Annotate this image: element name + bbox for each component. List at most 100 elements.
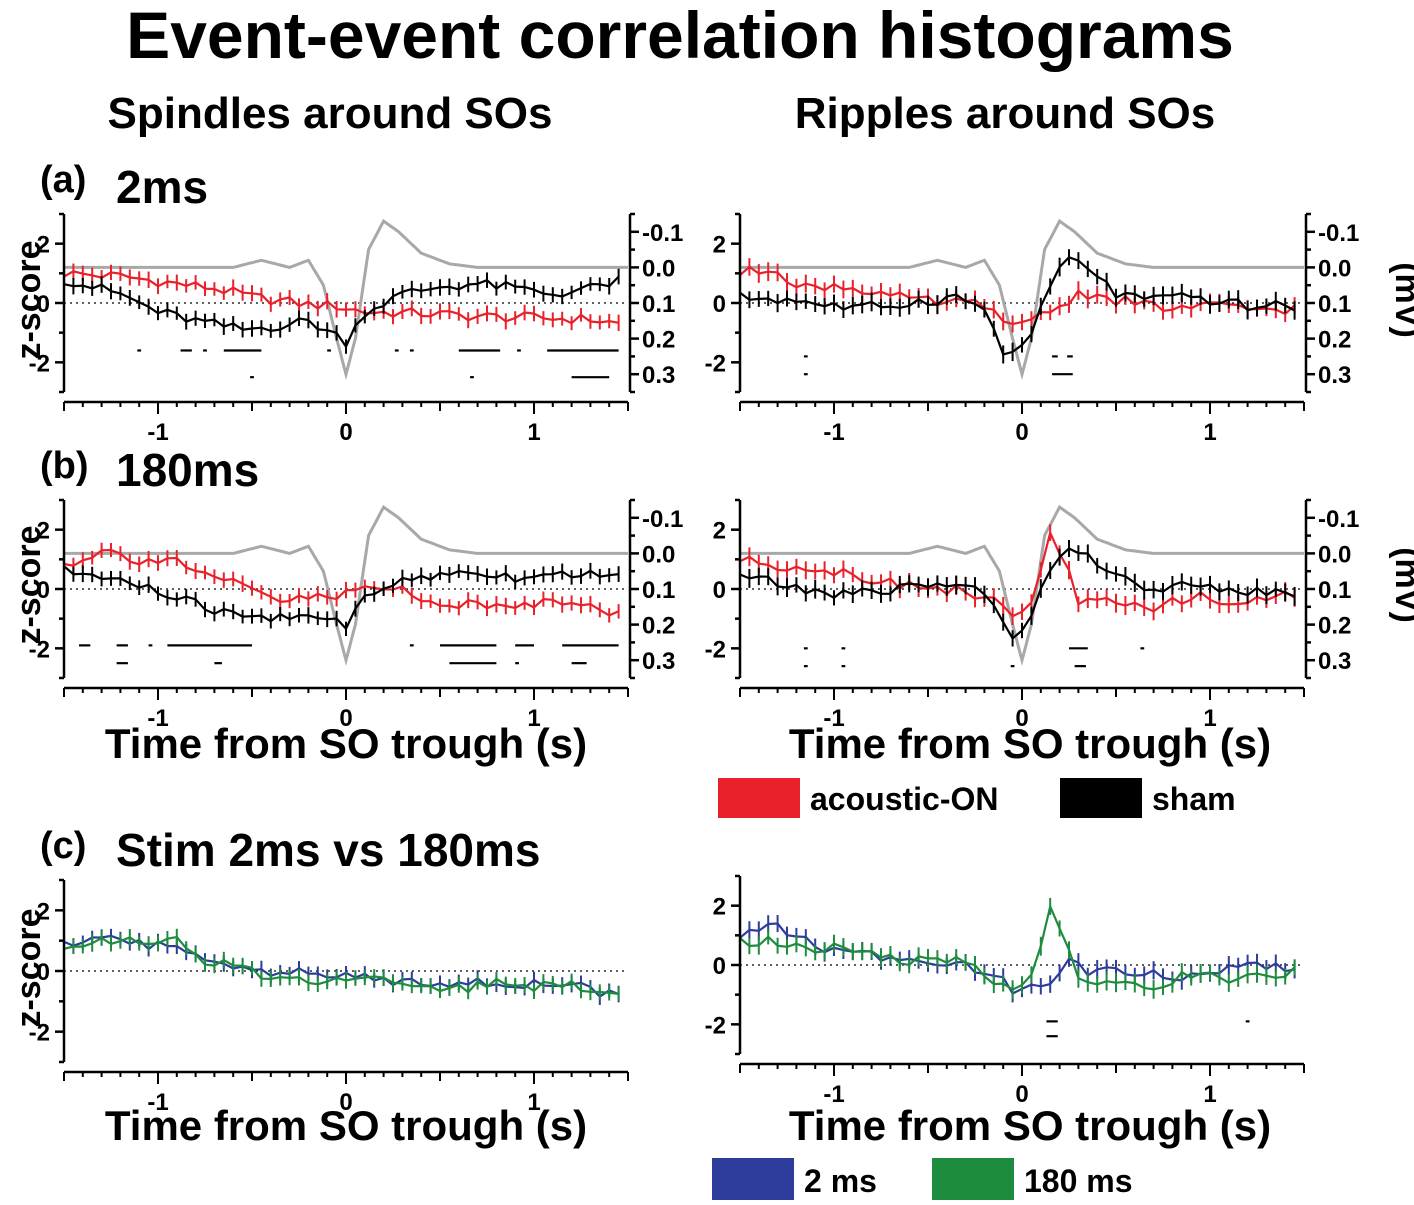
y2-tick-label: 0.1 (1318, 291, 1351, 318)
x-tick-label: 0 (339, 419, 352, 446)
legend-swatch-acoustic-on (718, 778, 800, 818)
series-line-sham (739, 547, 1296, 641)
y-tick-label: 0 (37, 577, 50, 604)
x-tick-label: 0 (1015, 419, 1028, 446)
xaxis-label-c-left: Time from SO trough (s) (105, 1102, 587, 1149)
x-tick-label: 1 (1203, 419, 1216, 446)
errorbars-acoustic-on (739, 258, 1296, 333)
legend-label-180ms: 180 ms (1024, 1163, 1133, 1199)
so-average-wave (64, 504, 628, 667)
x-tick-label: 0 (339, 705, 352, 732)
series-line-acoustic-on (739, 529, 1296, 618)
x-tick-label: -1 (823, 705, 844, 732)
plot-a-ripples: -2 0 2 -1 0 1 -0.1 0.0 0.1 0.2 0.3 (705, 212, 1359, 446)
x-tick-label: -1 (147, 419, 168, 446)
plot-c-ripples: -2 0 2 -1 0 1 (705, 874, 1305, 1108)
y-tick-label: 2 (37, 898, 50, 925)
legend-label-acoustic-on: acoustic-ON (810, 781, 998, 817)
y-tick-label: 2 (37, 232, 50, 259)
x-tick-label: -1 (823, 1081, 844, 1108)
y-tick-label: -2 (29, 1020, 50, 1047)
y2-tick-label: 0.3 (1318, 648, 1351, 675)
y2-tick-label: -0.1 (642, 220, 683, 247)
legend-stimulus-duration: 2 ms 180 ms (712, 1158, 1133, 1200)
row-letter-a: (a) (40, 159, 86, 201)
row-title-b: 180ms (116, 444, 259, 496)
y-tick-label: -2 (29, 636, 50, 663)
errorbars-acoustic-on (739, 524, 1296, 626)
x-tick-label: -1 (823, 419, 844, 446)
series-line-sham (63, 565, 619, 631)
x-tick-label: 1 (1203, 705, 1216, 732)
yaxis-label-b: z-score (10, 525, 48, 644)
y2-tick-label: 0.1 (642, 291, 675, 318)
series-line-2-ms (739, 922, 1295, 995)
y2axis-label-b: (mV) (1388, 547, 1414, 623)
legend-label-2ms: 2 ms (804, 1163, 877, 1199)
yaxis-label-a: z-score (10, 240, 48, 359)
y-tick-label: -2 (705, 636, 726, 663)
y2-tick-label: 0.3 (1318, 362, 1351, 389)
y2-tick-label: 0.0 (642, 541, 675, 568)
series-line-acoustic-on (63, 270, 619, 325)
y-tick-label: 0 (713, 291, 726, 318)
y2-tick-label: 0.2 (1318, 613, 1351, 640)
y2-tick-label: 0.2 (642, 327, 675, 354)
series-line-sham (63, 275, 620, 349)
y2-tick-label: 0.3 (642, 362, 675, 389)
so-average-wave (740, 218, 1304, 381)
y-tick-label: 0 (713, 953, 726, 980)
x-tick-label: 0 (1015, 1081, 1028, 1108)
x-tick-label: -1 (147, 705, 168, 732)
xaxis-label-b-right: Time from SO trough (s) (789, 720, 1271, 767)
series-line-180-ms (739, 902, 1296, 991)
y2-tick-label: 0.1 (642, 577, 675, 604)
y-tick-label: -2 (29, 350, 50, 377)
row-letter-c: (c) (40, 825, 86, 867)
xaxis-label-c-right: Time from SO trough (s) (789, 1102, 1271, 1149)
row-title-a: 2ms (116, 161, 208, 213)
x-tick-label: 0 (339, 1089, 352, 1116)
errorbars-2-ms (63, 928, 620, 1005)
column-heading-ripples: Ripples around SOs (795, 89, 1216, 138)
x-tick-label: 1 (527, 419, 540, 446)
yaxis-label-c: z-score (10, 908, 48, 1027)
y2-tick-label: -0.1 (1318, 220, 1359, 247)
y-tick-label: 2 (713, 518, 726, 545)
legend-conditions: acoustic-ON sham (718, 778, 1236, 818)
column-heading-spindles: Spindles around SOs (108, 89, 553, 138)
y-tick-label: 0 (37, 959, 50, 986)
y-tick-label: -2 (705, 350, 726, 377)
figure-title: Event-event correlation histograms (126, 0, 1234, 72)
so-average-wave (740, 504, 1304, 667)
plot-b-ripples: -2 0 2 -1 0 1 -0.1 0.0 0.1 0.2 0.3 (705, 498, 1359, 732)
y2-tick-label: 0.2 (1318, 327, 1351, 354)
y2-tick-label: 0.0 (642, 255, 675, 282)
y2-tick-label: 0.0 (1318, 541, 1351, 568)
legend-label-sham: sham (1152, 781, 1236, 817)
errorbars-180-ms (739, 897, 1296, 1000)
legend-swatch-2ms (712, 1158, 794, 1200)
y-tick-label: 0 (37, 291, 50, 318)
y2-tick-label: 0.3 (642, 648, 675, 675)
series-line-acoustic-on (739, 265, 1296, 326)
y2-tick-label: 0.2 (642, 613, 675, 640)
legend-swatch-sham (1060, 778, 1142, 818)
y2-tick-label: 0.0 (1318, 255, 1351, 282)
y2axis-label-a: (mV) (1388, 262, 1414, 338)
x-tick-label: 0 (1015, 705, 1028, 732)
so-average-wave (64, 218, 628, 381)
plot-b-spindles: -2 0 2 -1 0 1 -0.1 0.0 0.1 0.2 0.3 (29, 498, 683, 732)
x-tick-label: 1 (1203, 1081, 1216, 1108)
y-tick-label: -2 (705, 1012, 726, 1039)
row-letter-b: (b) (40, 445, 89, 487)
series-line-180-ms (63, 935, 619, 995)
y-tick-label: 2 (713, 894, 726, 921)
x-tick-label: 1 (527, 705, 540, 732)
series-line-sham (739, 256, 1296, 356)
y-tick-label: 2 (713, 232, 726, 259)
x-tick-label: -1 (147, 1089, 168, 1116)
legend-swatch-180ms (932, 1158, 1014, 1200)
xaxis-label-b-left: Time from SO trough (s) (105, 720, 587, 767)
plot-a-spindles: -2 0 2 -1 0 1 -0.1 0.0 0.1 0.2 0.3 (29, 212, 683, 446)
